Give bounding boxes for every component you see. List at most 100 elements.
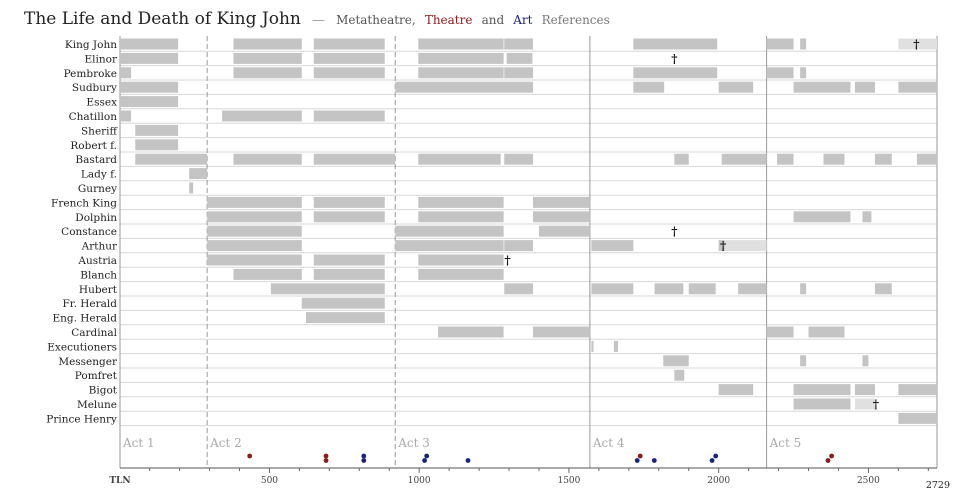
presence-bar	[532, 326, 590, 338]
presence-bar	[189, 182, 194, 194]
presence-bar	[207, 211, 302, 223]
presence-bar	[120, 38, 179, 50]
presence-bar	[808, 326, 845, 338]
character-label: Dolphin	[75, 212, 117, 224]
presence-bar	[591, 240, 634, 252]
act-label: Act 4	[592, 436, 625, 450]
presence-bar	[189, 168, 208, 180]
character-label: Blanch	[80, 269, 117, 281]
presence-bar	[313, 38, 385, 50]
character-label: Messenger	[58, 356, 118, 368]
presence-bar	[313, 110, 385, 122]
presence-bar	[898, 412, 937, 424]
character-rows	[120, 50, 937, 427]
character-label: Austria	[77, 255, 117, 267]
character-label: Pembroke	[64, 68, 117, 80]
title-theatre: Theatre	[425, 13, 473, 27]
art-reference-dot	[634, 458, 640, 463]
x-tick-label: 2000	[707, 476, 730, 486]
presence-bar	[418, 254, 504, 266]
presence-bar	[120, 67, 132, 79]
presence-bar	[207, 240, 302, 252]
presence-bar	[800, 67, 807, 79]
presence-bar	[395, 240, 504, 252]
presence-bar	[418, 153, 501, 165]
character-label: Robert f.	[70, 140, 117, 152]
presence-bar	[120, 110, 132, 122]
presence-bar	[506, 52, 533, 64]
act-label: Act 1	[122, 436, 155, 450]
reference-dots	[247, 453, 834, 463]
presence-bar	[438, 326, 504, 338]
presence-bar	[793, 81, 851, 93]
presence-bar	[301, 297, 385, 309]
theatre-reference-dot	[247, 453, 253, 459]
presence-bar	[504, 38, 533, 50]
presence-bar	[233, 38, 302, 50]
presence-bar	[207, 254, 302, 266]
character-label: Gurney	[78, 183, 117, 195]
presence-bar	[793, 398, 851, 410]
presence-bar	[738, 283, 767, 295]
presence-bar	[207, 225, 302, 237]
presence-bar	[313, 153, 396, 165]
death-dagger: †	[720, 239, 726, 253]
presence-bar	[504, 240, 533, 252]
character-labels: King John Elinor Pembroke Sudbury Essex Chati…	[46, 39, 118, 425]
death-dagger: †	[671, 52, 677, 66]
presence-bar	[633, 81, 665, 93]
character-label: Executioners	[47, 341, 117, 353]
presence-bar	[823, 153, 845, 165]
presence-bar	[800, 283, 807, 295]
presence-bar	[313, 211, 385, 223]
presence-bar	[418, 38, 504, 50]
presence-bar	[663, 355, 689, 367]
tln-axis: 500 1000 1500 2000 2500 TLN 2729	[109, 467, 950, 491]
presence-bar	[120, 52, 179, 64]
presence-bar	[613, 340, 619, 352]
art-reference-dot	[361, 458, 367, 463]
presence-bar	[766, 326, 794, 338]
theatre-reference-dot	[825, 458, 831, 463]
title-and: and	[482, 13, 505, 27]
presence-bar	[800, 38, 807, 50]
character-label: Bastard	[75, 154, 117, 166]
presence-bar	[135, 139, 179, 151]
title-separator: —	[312, 13, 325, 28]
presence-bar	[777, 153, 794, 165]
presence-bar	[418, 196, 504, 208]
presence-bar	[633, 67, 718, 79]
character-label: French King	[51, 197, 117, 209]
presence-bar	[418, 67, 504, 79]
presence-bar	[532, 211, 590, 223]
character-label: Melune	[77, 399, 117, 411]
presence-bar	[222, 110, 302, 122]
presence-bar	[313, 268, 385, 280]
act-label: Act 5	[769, 436, 802, 450]
presence-bar	[418, 211, 504, 223]
presence-bar	[793, 211, 851, 223]
presence-bar	[418, 268, 504, 280]
presence-bar	[591, 340, 594, 352]
presence-bar	[898, 81, 937, 93]
art-reference-dot	[713, 453, 719, 459]
presence-bar	[233, 153, 302, 165]
art-reference-dot	[422, 458, 427, 463]
presence-bar	[270, 283, 385, 295]
presence-bar	[313, 67, 385, 79]
presence-bar	[793, 384, 851, 396]
character-label: Sheriff	[81, 125, 119, 137]
character-label: Lady f.	[81, 169, 117, 181]
character-label: Eng. Herald	[52, 313, 117, 325]
presence-bar	[875, 153, 892, 165]
presence-bar	[120, 96, 179, 108]
title-metatheatre: Metatheatre,	[336, 13, 416, 27]
theatre-reference-dot	[829, 453, 834, 459]
presence-bar	[718, 81, 754, 93]
presence-bar	[854, 81, 876, 93]
theatre-reference-dot	[323, 458, 329, 463]
act-boundaries	[119, 36, 938, 468]
x-axis-label: TLN	[109, 476, 130, 486]
presence-bar	[654, 283, 684, 295]
death-dagger: †	[873, 398, 879, 412]
